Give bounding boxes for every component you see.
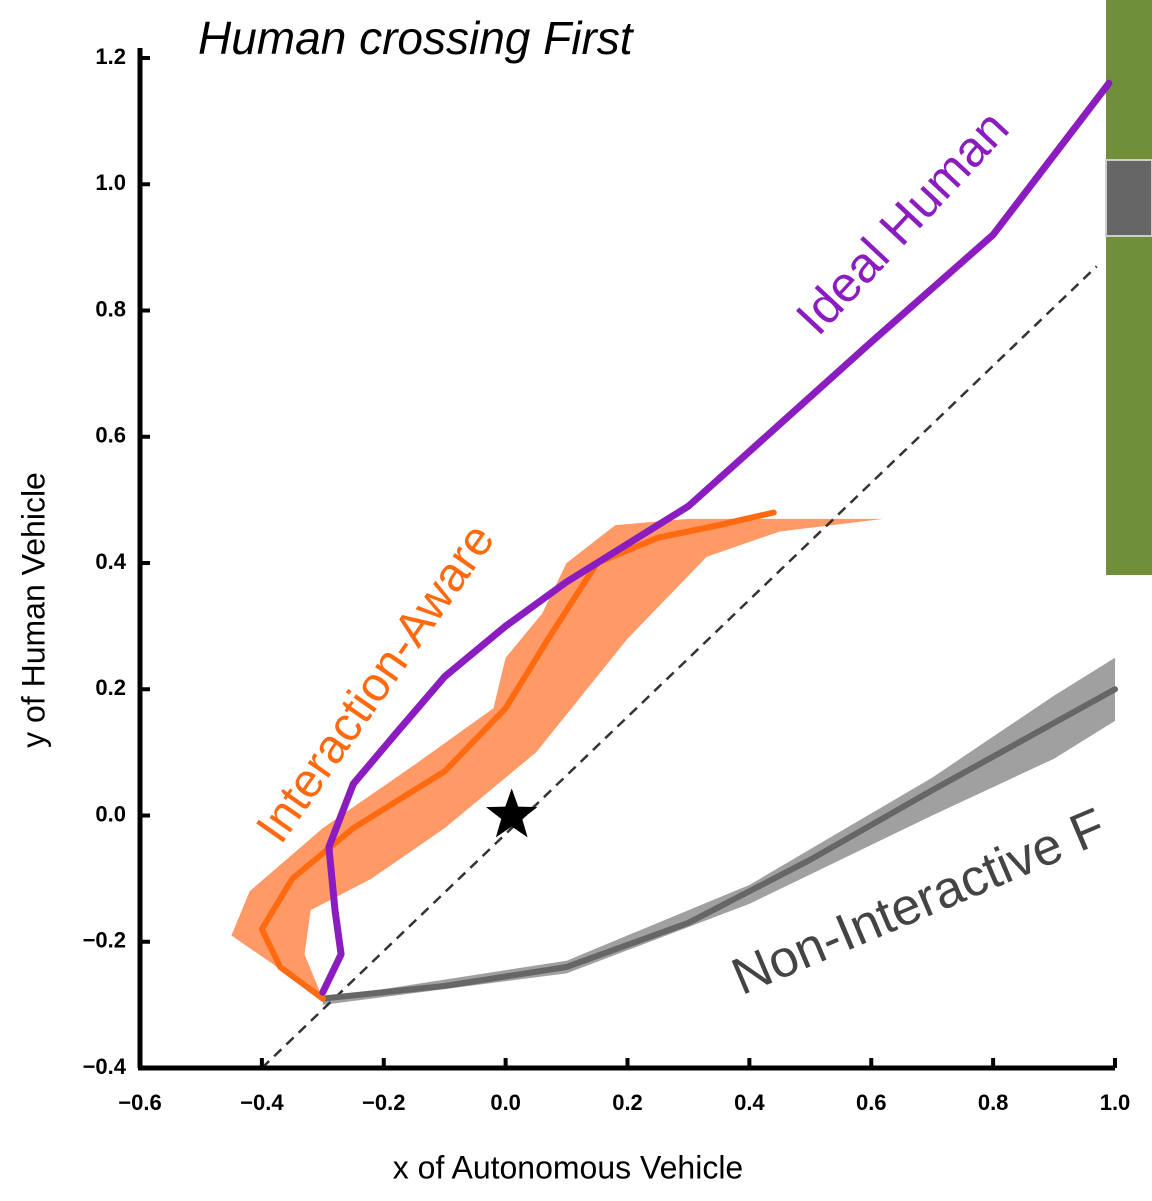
x-tick-label: −0.6 [118,1090,161,1115]
x-tick-label: −0.2 [362,1090,405,1115]
star-marker [486,789,537,838]
x-tick-label: −0.4 [240,1090,284,1115]
series-label: Ideal Human [785,100,1019,346]
y-tick-label: 0.0 [95,801,126,826]
grass-image [1106,0,1152,575]
x-tick-label: 0.2 [612,1090,643,1115]
y-tick-label: 0.6 [95,423,126,448]
road-image [1106,160,1152,236]
series-label: Non-Interactive F [724,797,1114,1006]
x-tick-label: 0.4 [734,1090,765,1115]
y-tick-label: 0.8 [95,296,126,321]
x-tick-label: 0.6 [856,1090,887,1115]
y-tick-label: 0.4 [95,549,126,574]
band [323,658,1115,1005]
x-tick-label: 0.0 [490,1090,521,1115]
y-axis-label: y of Human Vehicle [15,472,51,748]
y-tick-label: 1.2 [95,44,126,69]
x-tick-label: 0.8 [978,1090,1009,1115]
y-tick-label: 0.2 [95,675,126,700]
y-tick-label: 1.0 [95,170,126,195]
x-tick-label: 1.0 [1100,1090,1131,1115]
chart-title: Human crossing First [198,12,635,64]
y-tick-label: −0.4 [83,1054,127,1079]
x-axis-label: x of Autonomous Vehicle [393,1149,743,1185]
y-tick-label: −0.2 [83,928,126,953]
chart: Human crossing First x of Autonomous Veh… [0,0,1152,1201]
